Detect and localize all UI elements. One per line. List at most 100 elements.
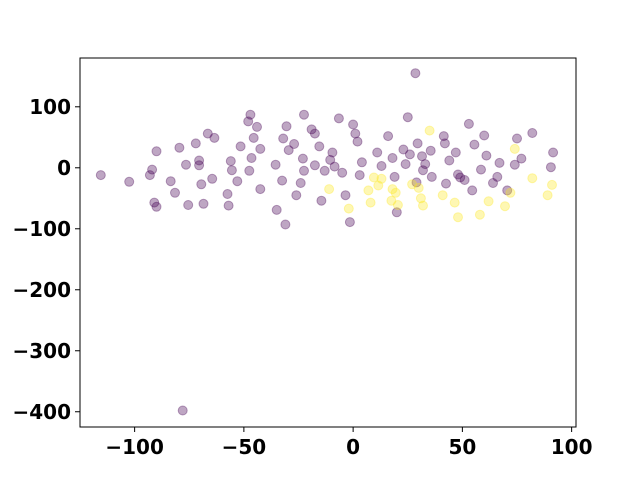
scatter-point [542, 190, 553, 201]
scatter-point [492, 171, 503, 182]
scatter-point [277, 175, 288, 186]
y-axis: 100 0 −100 −200 −300 −400 [12, 95, 80, 424]
x-tick-label: −100 [105, 435, 164, 459]
scatter-point [418, 200, 428, 211]
scatter-point [547, 179, 557, 190]
scatter-point [354, 170, 365, 181]
scatter-point [469, 139, 480, 150]
scatter-point [170, 187, 180, 198]
scatter-point [147, 164, 158, 175]
scatter-point [509, 143, 520, 154]
scatter-point [202, 128, 213, 139]
scatter-point [392, 200, 403, 210]
scatter-point [449, 197, 460, 208]
scatter-point [177, 405, 188, 416]
scatter-point [453, 169, 463, 180]
scatter-point [196, 179, 207, 190]
scatter-point [337, 167, 348, 178]
scatter-point [411, 177, 422, 188]
scatter-point [500, 201, 510, 212]
scatter-point [453, 212, 463, 223]
scatter-point [488, 178, 498, 188]
scatter-point [149, 197, 160, 208]
scatter-point [527, 128, 538, 138]
x-tick-label: 0 [346, 435, 360, 459]
scatter-point [410, 68, 421, 79]
scatter-point [386, 195, 397, 206]
y-tick-label: −100 [12, 217, 71, 241]
scatter-point [505, 187, 516, 198]
scatter-point [226, 165, 237, 176]
scatter-point [151, 201, 162, 212]
scatter-point [404, 149, 415, 160]
scatter-point [248, 132, 259, 143]
scatter-point [387, 153, 398, 163]
scatter-point [297, 153, 308, 164]
scatter-point [325, 154, 336, 165]
x-axis: −100 −50 0 50 100 [105, 427, 593, 459]
scatter-point [194, 160, 205, 171]
scatter-point [459, 175, 470, 185]
scatter-point [390, 187, 401, 198]
scatter-point [271, 204, 282, 215]
scatter-point [316, 195, 327, 206]
scatter-point [441, 178, 451, 189]
scatter-point [278, 133, 289, 144]
scatter-point [527, 173, 538, 184]
scatter-point [295, 178, 306, 188]
scatter-point [252, 121, 262, 132]
scatter-point [225, 156, 236, 167]
scatter-point [512, 133, 522, 144]
y-tick-label: −300 [12, 339, 71, 363]
scatter-point [415, 193, 426, 204]
scatter-point [280, 219, 291, 230]
scatter-point [368, 172, 379, 183]
scatter-point [509, 159, 520, 170]
scatter-point [223, 200, 234, 211]
scatter-point [418, 165, 428, 176]
x-tick-label: 50 [448, 435, 476, 459]
scatter-point [494, 157, 505, 168]
scatter-point [417, 151, 427, 162]
scatter-point [426, 171, 437, 182]
scatter-point [444, 155, 455, 166]
scatter-point [356, 157, 367, 168]
scatter-point [425, 145, 436, 156]
y-tick-label: −400 [12, 400, 71, 424]
scatter-point [450, 147, 461, 158]
scatter-point [420, 159, 431, 170]
scatter-point [348, 119, 359, 130]
scatter-point [174, 142, 185, 153]
scatter-point [232, 176, 243, 187]
scatter-point [246, 153, 257, 163]
scatter-point [255, 184, 266, 195]
scatter-point [352, 136, 363, 147]
scatter-point [372, 147, 383, 158]
scatter-point [545, 162, 556, 173]
scatter-point [209, 132, 220, 143]
scatter-point [373, 180, 384, 191]
scatter-point [548, 147, 559, 158]
scatter-point [327, 147, 338, 158]
scatter-point [270, 159, 281, 170]
scatter-point [376, 173, 387, 184]
scatter-point [481, 150, 492, 161]
scatter-point [439, 138, 450, 149]
y-tick-label: 100 [29, 95, 71, 119]
scatter-point [476, 164, 486, 175]
scatter-point [502, 185, 513, 196]
scatter-point [479, 130, 490, 141]
scatter-point [424, 125, 435, 136]
scatter-point [383, 131, 394, 142]
scatter-point [306, 124, 317, 135]
scatter-point [402, 112, 413, 123]
scatter-point [281, 121, 292, 132]
scatter-point [207, 173, 218, 184]
scatter-point [483, 196, 494, 207]
scatter-point [124, 176, 135, 187]
scatter-point [243, 116, 254, 127]
scatter-point [194, 155, 205, 166]
scatter-point [283, 145, 294, 156]
scatter-point [151, 146, 162, 157]
